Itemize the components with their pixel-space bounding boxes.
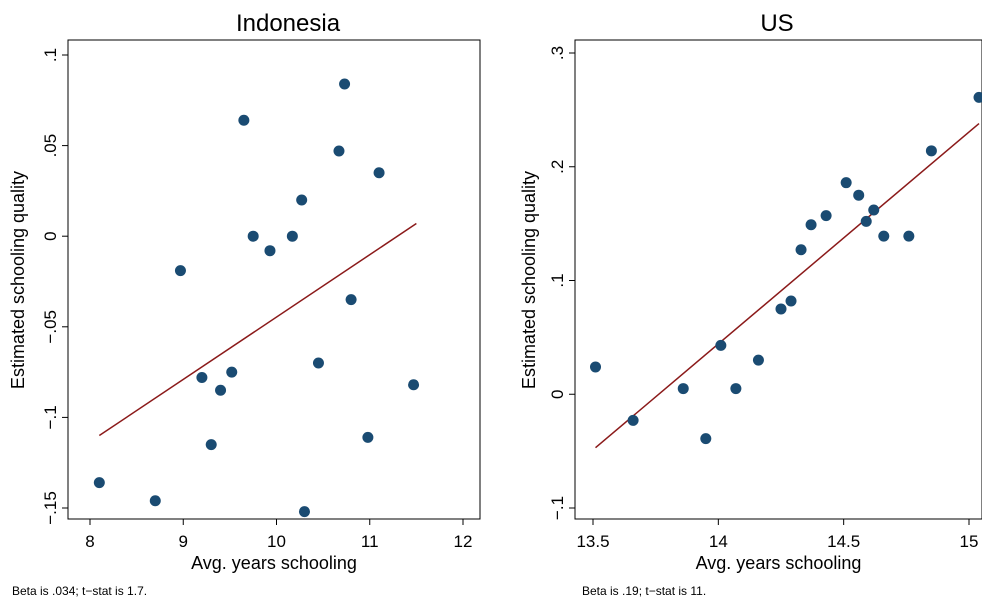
us-y-tick-label: −.1: [548, 496, 567, 520]
us-x-tick-label: 14: [709, 532, 728, 551]
indonesia-x-tick-label: 8: [85, 532, 94, 551]
us-data-point: [868, 204, 880, 216]
indonesia-x-tick-label: 9: [179, 532, 188, 551]
us-x-tick-label: 15: [960, 532, 979, 551]
us-footnote: Beta is .19; t−stat is 11.: [582, 584, 706, 598]
indonesia-chart-title: Indonesia: [236, 10, 341, 37]
us-data-point: [785, 295, 797, 307]
indonesia-data-point: [205, 439, 217, 451]
indonesia-data-point: [238, 114, 250, 126]
indonesia-data-point: [298, 506, 310, 518]
us-data-point: [627, 414, 639, 426]
us-data-point: [878, 230, 890, 242]
indonesia-data-point: [339, 78, 351, 90]
indonesia-data-point: [345, 294, 357, 306]
us-plot-area: [590, 91, 982, 449]
indonesia-data-point: [174, 265, 186, 277]
indonesia-data-point: [196, 372, 208, 384]
indonesia-x-tick-label: 12: [454, 532, 473, 551]
indonesia-x-axis-title: Avg. years schooling: [191, 553, 357, 573]
us-data-point: [775, 303, 787, 315]
us-chart-title: US: [760, 10, 793, 37]
indonesia-data-point: [149, 495, 161, 507]
indonesia-y-axis-title: Estimated schooling quality: [8, 171, 28, 389]
us-data-point: [730, 383, 742, 395]
indonesia-data-point: [333, 145, 345, 157]
indonesia-y-tick-label: .1: [41, 48, 60, 62]
us-x-axis-title: Avg. years schooling: [696, 553, 862, 573]
indonesia-x-tick-label: 10: [267, 532, 286, 551]
us-y-tick-label: .1: [548, 273, 567, 287]
indonesia-data-point: [296, 194, 308, 206]
indonesia-data-point: [312, 357, 324, 369]
indonesia-y-tick-label: −.15: [41, 491, 60, 525]
indonesia-data-point: [373, 167, 385, 179]
indonesia-data-point: [215, 384, 227, 396]
indonesia-y-tick-label: −.1: [41, 405, 60, 429]
indonesia-plot-frame: [67, 39, 481, 520]
indonesia-data-point: [408, 379, 420, 391]
us-y-tick-label: 0: [548, 390, 567, 399]
us-data-point: [973, 91, 982, 103]
us-data-point: [820, 210, 832, 222]
indonesia-panel: Indonesia 8 9 10 11 12 −.15 −.1 −.05 0 .05 .1 Avg. y…: [8, 10, 481, 598]
us-data-point: [840, 177, 852, 189]
indonesia-data-point: [226, 366, 238, 378]
indonesia-x-tick-label: 11: [361, 532, 379, 551]
us-y-tick-label: .2: [548, 160, 567, 174]
us-data-point: [752, 354, 764, 366]
us-data-point: [805, 219, 817, 231]
us-data-point: [590, 361, 602, 373]
indonesia-y-tick-label: 0: [41, 231, 60, 240]
us-data-point: [903, 230, 915, 242]
indonesia-data-point: [286, 230, 298, 242]
us-data-point: [853, 189, 865, 201]
us-y-axis-title: Estimated schooling quality: [519, 171, 539, 389]
indonesia-data-point: [362, 431, 374, 443]
indonesia-footnote: Beta is .034; t−stat is 1.7.: [12, 584, 147, 598]
us-data-point: [677, 383, 689, 395]
us-data-point: [700, 433, 712, 445]
us-x-tick-label: 13.5: [576, 532, 609, 551]
indonesia-fit-line: [98, 222, 417, 437]
us-y-tick-label: .3: [548, 46, 567, 60]
us-x-tick-label: 14.5: [827, 532, 860, 551]
indonesia-data-point: [264, 245, 276, 257]
us-data-point: [925, 145, 937, 157]
indonesia-y-tick-label: .05: [41, 134, 60, 158]
us-data-point: [860, 215, 872, 227]
indonesia-data-point: [93, 477, 105, 489]
us-panel: US 13.5 14 14.5 15 −.1 0 .1 .2 .3 Avg. years schoo…: [519, 10, 982, 598]
us-plot-frame: [574, 39, 982, 520]
indonesia-y-tick-label: −.05: [41, 310, 60, 344]
us-fit-line: [595, 122, 980, 449]
indonesia-plot-area: [93, 78, 420, 518]
indonesia-data-point: [247, 230, 259, 242]
us-data-point: [795, 244, 807, 256]
us-data-point: [715, 339, 727, 351]
